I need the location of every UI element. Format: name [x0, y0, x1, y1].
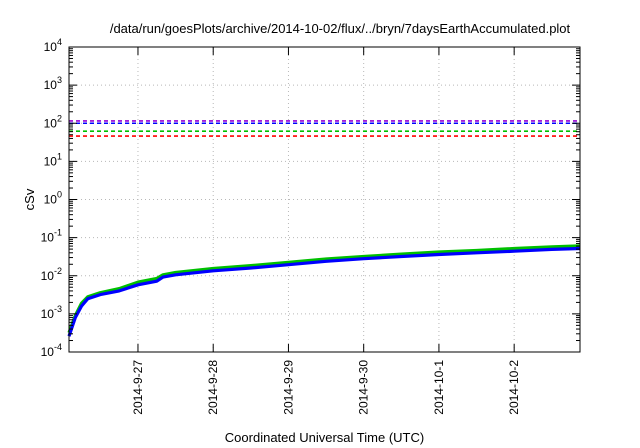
- series-line: [67, 244, 581, 334]
- y-tick-label: 10-2: [41, 266, 62, 283]
- y-axis-ticks: 10-4 10-3 10-2 10-1 100 101 102 103 104: [41, 37, 580, 359]
- x-tick-label: 2014-9-29: [281, 360, 295, 415]
- y-tick-label: 102: [44, 113, 62, 130]
- x-axis-ticks: 2014-9-27 2014-9-28 2014-9-29 2014-9-30 2014…: [131, 47, 521, 415]
- chart-title: /data/run/goesPlots/archive/2014-10-02/f…: [110, 21, 571, 36]
- grid-lines: [69, 47, 580, 352]
- y-tick-label: 10-3: [41, 304, 62, 321]
- y-tick-label: 103: [44, 75, 62, 92]
- y-tick-label: 10-4: [41, 342, 62, 359]
- x-tick-label: 2014-10-2: [507, 360, 521, 415]
- x-tick-label: 2014-9-27: [131, 360, 145, 415]
- x-tick-label: 2014-9-28: [206, 360, 220, 415]
- x-axis-label: Coordinated Universal Time (UTC): [225, 430, 424, 445]
- x-tick-label: 2014-10-1: [432, 360, 446, 415]
- y-tick-label: 101: [44, 151, 62, 168]
- y-tick-label: 104: [44, 37, 62, 54]
- y-tick-label: 10-1: [41, 228, 62, 245]
- x-tick-label: 2014-9-30: [357, 360, 371, 415]
- series-lines: [67, 244, 581, 337]
- series-line: [67, 246, 581, 337]
- y-tick-label: 100: [44, 190, 62, 207]
- threshold-lines: [69, 120, 580, 137]
- y-axis-label: cSv: [22, 188, 37, 210]
